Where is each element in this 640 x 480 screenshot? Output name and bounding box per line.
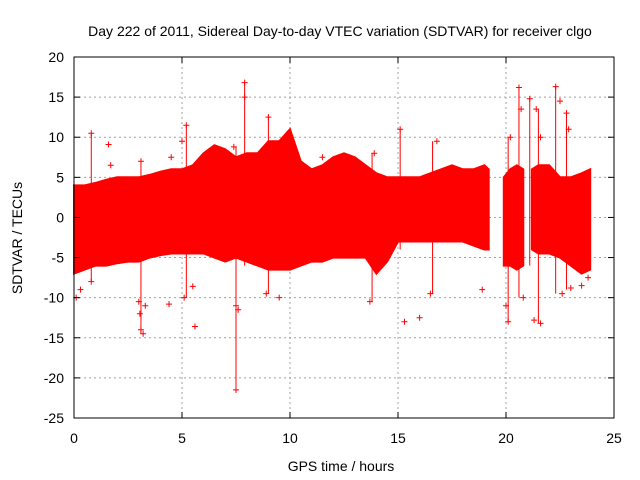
data-point (397, 126, 404, 133)
y-tick-label: -10 (44, 290, 64, 306)
data-point (179, 138, 185, 145)
data-point (88, 130, 95, 137)
data-point (552, 83, 559, 90)
outlier-points (73, 79, 592, 393)
data-point (107, 162, 114, 169)
data-point (479, 286, 486, 293)
x-tick-label: 25 (606, 430, 622, 446)
data-point (135, 298, 142, 305)
y-axis-label: SDTVAR / TECUs (9, 182, 25, 294)
data-point (241, 94, 248, 101)
data-point (557, 98, 563, 105)
data-point (416, 314, 423, 321)
data-point (533, 106, 540, 113)
y-tick-label: -25 (44, 410, 64, 426)
data-point (319, 154, 326, 161)
data-point (401, 318, 408, 325)
data-point (537, 320, 544, 327)
y-tick-label: 15 (48, 89, 64, 105)
data-point (585, 274, 592, 281)
data-band-segment (502, 164, 525, 271)
data-point (263, 290, 270, 297)
data-point (276, 294, 283, 301)
x-tick-label: 15 (390, 430, 406, 446)
data-point (559, 290, 566, 297)
data-point (515, 84, 522, 91)
data-band (73, 127, 592, 276)
data-point (241, 79, 248, 86)
data-band-segment (530, 164, 592, 275)
data-point (505, 318, 512, 325)
x-tick-label: 20 (498, 430, 514, 446)
x-tick-label: 5 (178, 430, 186, 446)
data-point (526, 95, 533, 102)
data-point (137, 326, 144, 333)
data-spikes (90, 82, 567, 390)
data-point (563, 110, 570, 117)
y-tick-label: 20 (48, 49, 64, 65)
data-point (136, 310, 143, 317)
y-tick-label: -20 (44, 370, 64, 386)
y-tick-label: -15 (44, 330, 64, 346)
data-point (233, 302, 239, 309)
data-point (503, 302, 509, 309)
axis-ticks (73, 56, 615, 419)
data-point (181, 294, 188, 301)
x-tick-labels: 0 5 10 15 20 25 (70, 430, 622, 446)
data-point (433, 138, 440, 145)
data-point (183, 122, 190, 129)
data-point (137, 158, 144, 165)
data-point (191, 323, 198, 330)
data-point (507, 134, 514, 141)
data-point (189, 283, 196, 290)
data-point (520, 294, 527, 301)
x-axis-label: GPS time / hours (288, 458, 395, 474)
y-tick-label: -5 (52, 250, 65, 266)
data-point (531, 317, 538, 324)
data-point (105, 141, 112, 148)
data-point (168, 154, 175, 161)
x-tick-label: 10 (282, 430, 298, 446)
x-tick-label: 0 (70, 430, 78, 446)
y-tick-labels: -25 -20 -15 -10 -5 0 5 10 15 20 (44, 49, 64, 426)
data-point (537, 134, 544, 141)
data-point (166, 301, 173, 308)
y-tick-label: 0 (56, 209, 64, 225)
data-point (427, 290, 434, 297)
data-point (88, 278, 95, 285)
data-band-segment (73, 127, 490, 276)
data-point (567, 285, 574, 292)
data-point (142, 302, 149, 309)
data-point (233, 386, 239, 393)
data-point (265, 114, 272, 121)
data-point (371, 150, 378, 157)
y-tick-label: 10 (48, 129, 64, 145)
data-point (578, 282, 585, 289)
y-tick-label: 5 (56, 169, 64, 185)
chart-title: Day 222 of 2011, Sidereal Day-to-day VTE… (88, 23, 592, 39)
data-point (140, 330, 147, 337)
data-point (230, 143, 237, 150)
data-point (366, 298, 373, 305)
data-point (235, 306, 242, 313)
data-point (518, 106, 525, 113)
plot-frame (73, 56, 615, 419)
data-point (565, 126, 572, 133)
data-point (77, 286, 84, 293)
